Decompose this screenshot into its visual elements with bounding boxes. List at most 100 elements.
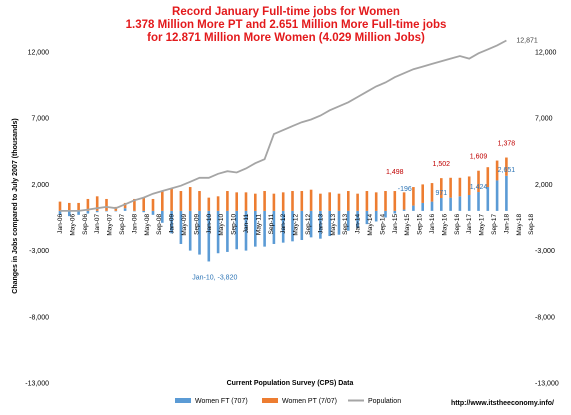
x-tick-label: Jan-14 [355,213,362,233]
legend-swatch [262,398,278,403]
x-tick-label: Sep-12 [305,214,312,235]
bar-women-pt [179,191,183,211]
bar-women-ft [114,210,118,212]
data-label: Jan-10, -3,820 [192,274,237,281]
x-axis-label: Current Population Survey (CPS) Data [227,380,354,387]
x-tick-label: Sep-16 [454,214,461,235]
bar-women-pt [384,191,387,211]
bar-women-ft [123,208,127,211]
x-tick-label: May-12 [293,214,300,236]
bar-women-ft [263,210,266,247]
x-tick-label: Jan-07 [94,213,101,233]
x-tick-label: Jan-08 [131,213,138,233]
bar-women-pt [226,191,229,211]
data-label: 1,609 [470,154,488,161]
x-tick-label: May-09 [181,214,188,236]
line-population [60,39,507,212]
bar-women-pt [95,196,99,211]
data-label: 1,424 [470,184,488,191]
bar-women-pt [328,192,331,211]
x-tick-label: Sep-09 [193,214,200,235]
x-tick-label: Jan-06 [57,213,64,233]
bar-women-pt [198,191,201,211]
bar-women-ft [365,210,369,225]
chart-title-line: Record January Full-time jobs for Women [172,6,400,18]
x-tick-label: May-17 [479,214,486,236]
y-tick-label-right: 7,000 [535,116,553,123]
bar-women-ft [291,210,294,242]
bar-women-pt [170,188,173,211]
bar-women-ft [105,210,108,212]
x-axis: Jan-06 May-06 Sep-06 Jan-07 May-07 Sep-07 Jan-… [57,213,535,235]
bar-women-pt [151,198,155,211]
y-tick-label-right: -3,000 [535,248,555,255]
bar-women-pt [272,193,276,211]
bar-women-ft [328,210,331,237]
data-label: 971 [435,190,447,197]
x-tick-label: Jan-12 [280,213,287,233]
bar-women-pt [412,187,415,206]
bar-women-ft [77,210,80,215]
bar-series [58,157,508,262]
bar-women-ft [412,205,415,211]
y-tick-label-right: -13,000 [535,381,559,388]
bar-women-pt [123,202,127,209]
bar-women-ft [449,197,452,211]
x-tick-label: Jan-16 [429,213,436,233]
bar-women-pt [291,191,294,211]
chart-title: Record January Full-time jobs for Women1… [126,6,447,44]
bar-women-ft [421,202,424,211]
bar-women-pt [216,196,220,211]
bar-women-ft [170,210,173,234]
x-tick-label: May-16 [441,214,448,236]
y-tick-label: -3,000 [29,248,49,255]
bar-women-ft [309,210,313,238]
bar-women-ft [337,210,341,235]
bar-women-ft [216,210,220,254]
bar-women-pt [188,187,192,211]
x-tick-label: May-08 [144,214,151,236]
bar-women-ft [133,210,136,212]
bar-women-pt [309,189,313,211]
bar-women-pt [133,198,136,211]
bar-women-pt [449,177,452,198]
x-tick-label: May-18 [516,214,523,236]
x-tick-label: May-14 [367,214,374,236]
bar-women-pt [402,192,406,210]
x-tick-label: Jan-11 [243,214,250,234]
bar-women-ft [86,210,90,214]
bar-women-pt [421,184,424,203]
bar-women-ft [198,210,201,255]
bar-women-pt [105,198,108,211]
x-tick-label: Jan-15 [392,213,399,233]
x-tick-label: Jan-17 [466,213,473,233]
bar-women-ft [58,210,62,215]
bar-women-pt [319,193,322,211]
y-tick-label: -8,000 [29,314,49,321]
bar-women-ft [458,196,462,211]
bar-women-ft [393,210,397,214]
bar-women-pt [281,192,285,211]
bar-women-ft [430,201,434,211]
bar-women-pt [58,201,62,211]
bar-women-ft [300,210,304,241]
bar-women-pt [161,191,164,211]
y-axis-left: 12,000 7,000 2,000 -3,000 -8,000 -13,000 [25,50,49,388]
bar-women-pt [365,191,369,211]
bar-women-ft [486,187,490,211]
legend-entry: Women FT (707) [195,398,248,405]
data-label: 1,498 [386,169,404,176]
bar-women-ft [467,194,471,211]
bar-women-pt [77,202,80,211]
bar-women-ft [281,210,285,243]
bar-women-pt [68,202,71,211]
y-axis-right: 12,000 7,000 2,000 -3,000 -8,000 -13,000 [535,50,559,388]
y-tick-label-right: 2,000 [535,182,553,189]
bar-women-ft [68,210,71,217]
x-tick-label: Sep-06 [82,214,89,235]
bar-women-pt [467,176,471,195]
bar-women-ft [272,210,276,244]
data-label: -196 [398,186,412,193]
population-series [60,39,507,212]
data-label: 1,502 [433,161,451,168]
